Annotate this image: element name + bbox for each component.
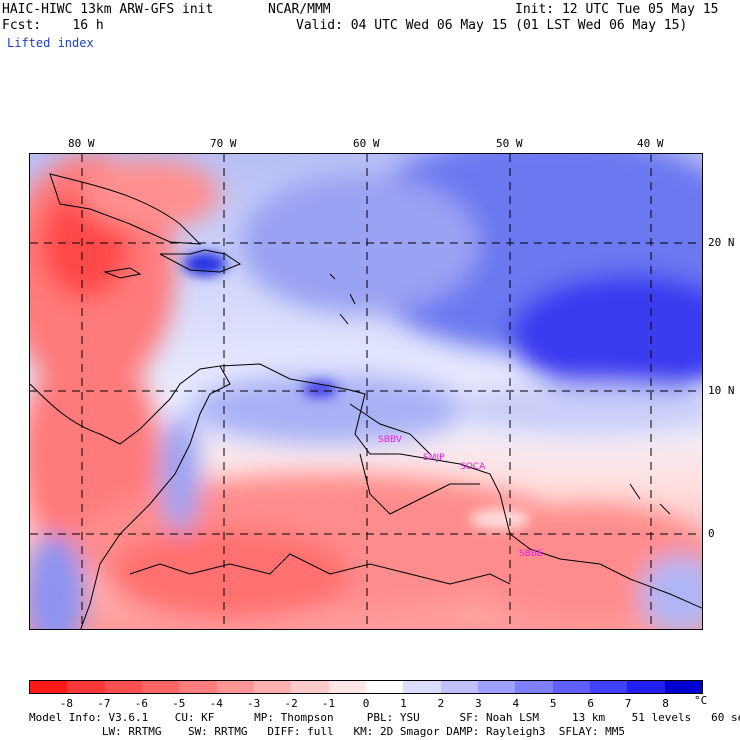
colorbar-segment xyxy=(253,681,292,693)
colorbar-segment xyxy=(627,681,665,693)
colorbar-unit: °C xyxy=(694,694,708,707)
colorbar-tick-label: -6 xyxy=(134,697,148,710)
colorbar-segment xyxy=(552,681,590,693)
lat-label-20n: 20 N xyxy=(708,236,735,249)
colorbar-tick-label: 4 xyxy=(512,697,520,710)
colorbar-tick-label: -8 xyxy=(59,697,74,710)
colorbar-tick-label: 0 xyxy=(362,697,370,710)
colorbar-tick-label: 5 xyxy=(549,697,557,710)
model-info-line1: Model Info: V3.6.1 CU: KF MP: Thompson P… xyxy=(29,711,740,724)
lon-label-60w: 60 W xyxy=(353,137,380,150)
lon-label-50w: 50 W xyxy=(496,137,523,150)
colorbar-segment xyxy=(328,681,366,693)
lon-label-80w: 80 W xyxy=(68,137,95,150)
lat-label-0: 0 xyxy=(708,527,715,540)
run-title: HAIC-HIWC 13km ARW-GFS init xyxy=(2,2,214,17)
shading-blobs xyxy=(30,154,702,629)
colorbar-tick-label: 3 xyxy=(475,697,482,710)
colorbar-tick-label: -7 xyxy=(97,697,111,710)
lifted-index-map: SBBV SMJP SOCA SBBE xyxy=(29,153,703,630)
colorbar-segment xyxy=(30,681,68,693)
colorbar-segment xyxy=(104,681,142,693)
colorbar-segment xyxy=(365,681,404,693)
station-soca: SOCA xyxy=(460,462,486,472)
colorbar xyxy=(29,680,703,694)
valid-time: Valid: 04 UTC Wed 06 May 15 (01 LST Wed … xyxy=(296,18,688,33)
init-time: Init: 12 UTC Tue 05 May 15 xyxy=(515,2,719,17)
detail-blobs xyxy=(183,252,530,529)
org-label: NCAR/MMM xyxy=(268,2,331,17)
colorbar-tick-label: -1 xyxy=(321,697,336,710)
lon-label-40w: 40 W xyxy=(637,137,664,150)
colorbar-tick-label: 1 xyxy=(400,697,407,710)
colorbar-tick-label: -3 xyxy=(247,697,261,710)
colorbar-segment xyxy=(440,681,478,693)
field-name: Lifted index xyxy=(7,36,94,50)
colorbar-segment xyxy=(67,681,105,693)
station-labels: SBBV SMJP SOCA SBBE xyxy=(378,435,543,559)
colorbar-segment xyxy=(664,681,702,693)
colorbar-segment xyxy=(179,681,217,693)
map-canvas: SBBV SMJP SOCA SBBE xyxy=(30,154,702,629)
colorbar-tick-label: -2 xyxy=(284,697,298,710)
colorbar-segment xyxy=(141,681,180,693)
lon-label-70w: 70 W xyxy=(210,137,237,150)
colorbar-tick-label: 2 xyxy=(437,697,445,710)
grid-lines xyxy=(30,154,702,629)
station-smjp: SMJP xyxy=(423,453,445,463)
forecast-hour: Fcst: 16 h xyxy=(2,18,104,33)
colorbar-segment xyxy=(291,681,329,693)
colorbar-tick-label: 6 xyxy=(587,697,594,710)
lat-label-10n: 10 N xyxy=(708,384,735,397)
colorbar-tick-label: 8 xyxy=(662,697,669,710)
colorbar-tick-label: -5 xyxy=(172,697,186,710)
colorbar-segment xyxy=(477,681,516,693)
colorbar-tick-label: -4 xyxy=(209,697,223,710)
model-info-line2: LW: RRTMG SW: RRTMG DIFF: full KM: 2D Sm… xyxy=(29,725,626,738)
colorbar-segment xyxy=(216,681,254,693)
colorbar-segment xyxy=(589,681,628,693)
colorbar-tick-label: 7 xyxy=(624,697,632,710)
colorbar-segment xyxy=(515,681,553,693)
station-sbbv: SBBV xyxy=(378,435,403,445)
colorbar-segment xyxy=(403,681,441,693)
coastlines xyxy=(30,173,702,629)
station-sbbe: SBBE xyxy=(519,549,543,559)
